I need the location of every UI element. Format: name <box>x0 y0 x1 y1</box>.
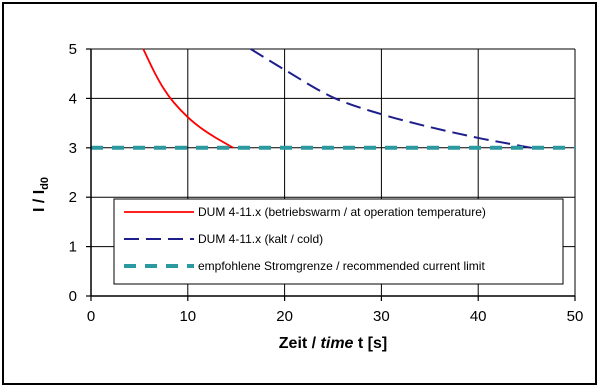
y-tick-label: 0 <box>69 288 77 305</box>
y-tick-label: 1 <box>69 239 77 256</box>
y-axis-label-subscript: d0 <box>39 177 51 190</box>
x-tick-label: 0 <box>87 308 95 325</box>
series-line-1 <box>142 48 234 149</box>
y-tick-label: 5 <box>69 41 77 58</box>
y-axis-label: I / Id0 <box>31 177 51 212</box>
legend-label-2: DUM 4-11.x (kalt / cold) <box>198 232 323 246</box>
series-line-2 <box>250 48 532 149</box>
series-lines <box>91 48 575 150</box>
y-tick-label: 4 <box>69 90 77 107</box>
legend-box <box>113 198 564 285</box>
tick-labels: 0 10 20 30 40 50 0 1 2 3 4 5 <box>69 41 584 325</box>
y-tick-label: 3 <box>69 140 77 157</box>
x-tick-label: 20 <box>276 308 293 325</box>
x-tick-label: 30 <box>373 308 390 325</box>
x-axis-label-part-3: t [s] <box>353 335 387 352</box>
y-axis-label-main: I / I <box>31 190 48 212</box>
x-axis-label-part-1: Zeit / <box>279 335 321 352</box>
legend: DUM 4-11.x (betriebswarm / at operation … <box>113 198 564 285</box>
legend-label-1: DUM 4-11.x (betriebswarm / at operation … <box>198 205 486 219</box>
x-axis-label: Zeit / time t [s] <box>279 335 387 352</box>
x-axis-label-part-2: time <box>321 335 354 352</box>
y-tick-label: 2 <box>69 189 77 206</box>
legend-label-3: empfohlene Stromgrenze / recommended cur… <box>198 259 485 273</box>
x-tick-label: 10 <box>179 308 196 325</box>
x-tick-label: 40 <box>470 308 487 325</box>
x-tick-label: 50 <box>567 308 584 325</box>
axes <box>86 48 576 301</box>
